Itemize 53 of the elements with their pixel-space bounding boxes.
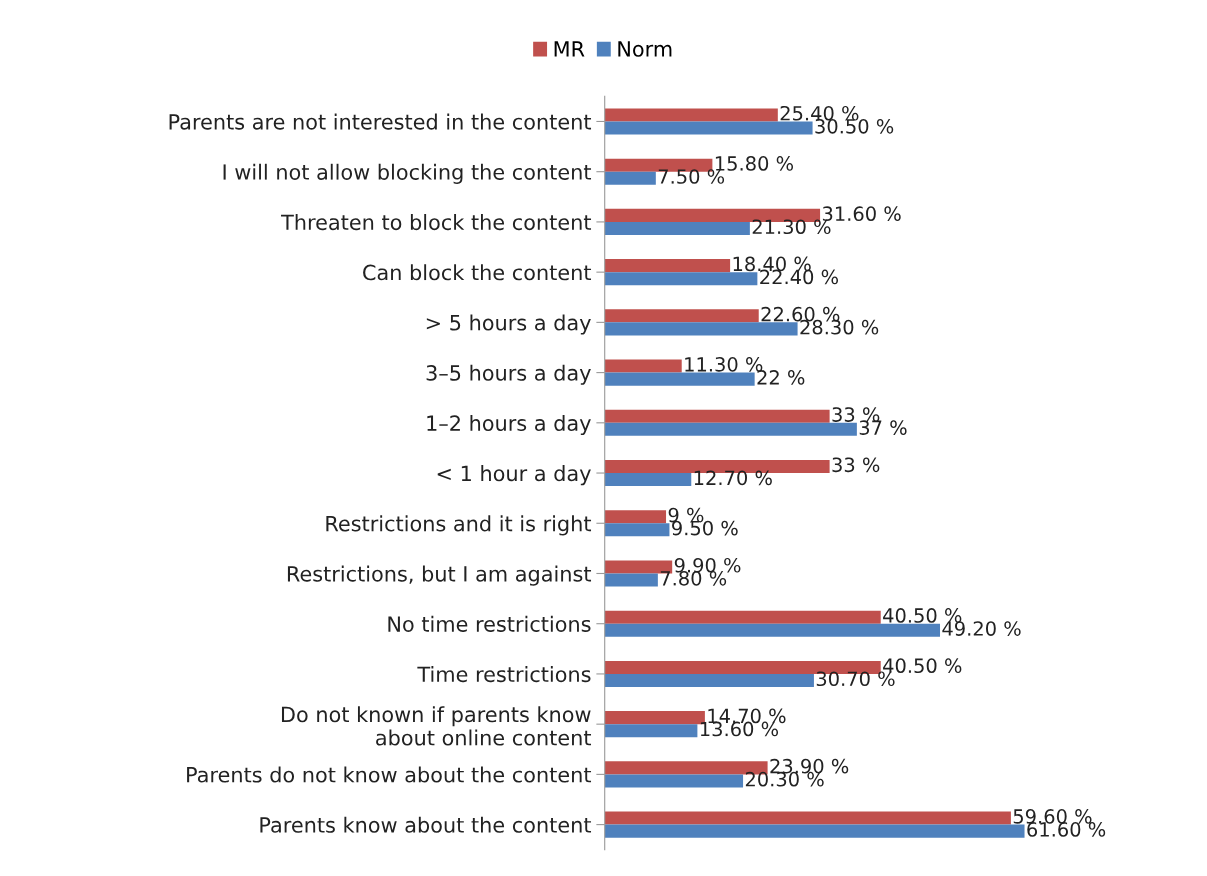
data-label: 11.30 % bbox=[685, 357, 763, 372]
y-tick-label: Parents are not interested in the content bbox=[169, 113, 592, 130]
data-label: 33 % bbox=[832, 457, 880, 473]
data-label: 49.20 % bbox=[942, 621, 1021, 636]
bar bbox=[604, 673, 814, 687]
bar bbox=[604, 473, 692, 487]
data-label: 37 % bbox=[859, 420, 907, 435]
data-label: 30.70 % bbox=[816, 671, 895, 687]
bar bbox=[604, 811, 1011, 825]
y-tick-label: 1–2 hours a day bbox=[427, 414, 591, 436]
y-tick-label: Do not known if parents know about online content bbox=[281, 706, 592, 746]
y-tick-label: Restrictions and it is right bbox=[326, 515, 592, 536]
data-label: 40.50 % bbox=[883, 658, 962, 674]
bar bbox=[604, 623, 941, 637]
bar bbox=[604, 121, 813, 135]
bar bbox=[604, 272, 758, 286]
bar bbox=[604, 510, 667, 524]
bar bbox=[604, 108, 778, 122]
data-label: 15.80 % bbox=[715, 156, 794, 171]
y-tick-label: I will not allow blocking the content bbox=[223, 163, 592, 184]
bar bbox=[604, 259, 731, 273]
y-tick-label: No time restrictions bbox=[388, 615, 591, 632]
bar bbox=[604, 409, 830, 423]
bar bbox=[604, 774, 744, 788]
bar bbox=[604, 724, 698, 738]
bar bbox=[604, 221, 750, 235]
y-tick-label: > 5 hours a day bbox=[426, 314, 591, 335]
bar bbox=[604, 372, 755, 386]
data-label: 22 % bbox=[757, 370, 805, 385]
legend-label: Norm bbox=[618, 41, 672, 57]
bar bbox=[604, 171, 656, 185]
bar bbox=[604, 422, 857, 436]
y-tick-label: Parents do not know about the content bbox=[187, 766, 592, 783]
data-label: 7.50 % bbox=[658, 169, 725, 184]
data-label: 12.70 % bbox=[694, 470, 772, 486]
y-tick-label: < 1 hour a day bbox=[437, 465, 591, 486]
data-label: 30.50 % bbox=[815, 118, 894, 134]
data-label: 21.30 % bbox=[752, 219, 831, 235]
y-tick-label: Can block the content bbox=[363, 264, 592, 281]
data-label: 31.60 % bbox=[822, 206, 901, 222]
y-tick-label: Threaten to block the content bbox=[281, 214, 592, 231]
bar bbox=[604, 309, 759, 323]
bar bbox=[604, 322, 798, 336]
y-tick-label: Restrictions, but I am against bbox=[287, 565, 592, 586]
y-tick-label: Time restrictions bbox=[417, 666, 591, 683]
y-tick-label: 3–5 hours a day bbox=[426, 364, 591, 385]
legend-label: MR bbox=[554, 41, 585, 57]
bar bbox=[604, 610, 881, 624]
bar bbox=[604, 359, 682, 373]
bar bbox=[604, 824, 1025, 838]
bar bbox=[604, 523, 670, 537]
bar bbox=[604, 573, 658, 587]
y-tick-label: Parents know about the content bbox=[260, 816, 592, 833]
